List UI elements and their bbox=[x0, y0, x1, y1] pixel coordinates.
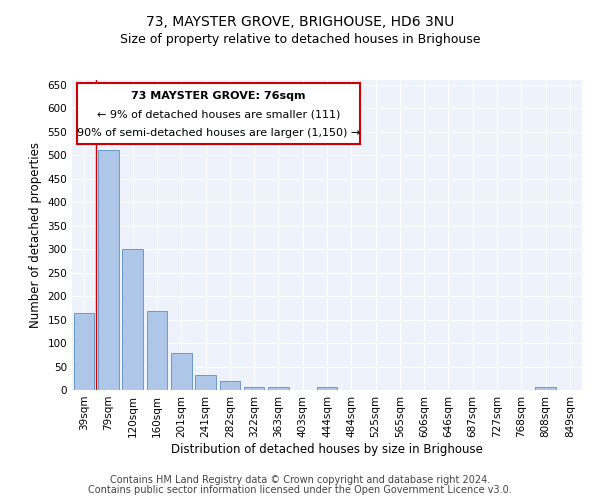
Text: 73, MAYSTER GROVE, BRIGHOUSE, HD6 3NU: 73, MAYSTER GROVE, BRIGHOUSE, HD6 3NU bbox=[146, 15, 454, 29]
Bar bbox=[98, 150, 119, 390]
FancyBboxPatch shape bbox=[77, 83, 360, 144]
Bar bbox=[244, 386, 265, 390]
X-axis label: Distribution of detached houses by size in Brighouse: Distribution of detached houses by size … bbox=[171, 442, 483, 456]
Text: Contains HM Land Registry data © Crown copyright and database right 2024.: Contains HM Land Registry data © Crown c… bbox=[110, 475, 490, 485]
Bar bbox=[171, 354, 191, 390]
Bar bbox=[268, 386, 289, 390]
Bar bbox=[195, 375, 216, 390]
Y-axis label: Number of detached properties: Number of detached properties bbox=[29, 142, 42, 328]
Text: Contains public sector information licensed under the Open Government Licence v3: Contains public sector information licen… bbox=[88, 485, 512, 495]
Bar bbox=[122, 249, 143, 390]
Bar bbox=[74, 312, 94, 390]
Bar bbox=[317, 386, 337, 390]
Bar bbox=[146, 311, 167, 390]
Text: 73 MAYSTER GROVE: 76sqm: 73 MAYSTER GROVE: 76sqm bbox=[131, 92, 306, 102]
Text: 90% of semi-detached houses are larger (1,150) →: 90% of semi-detached houses are larger (… bbox=[77, 128, 360, 138]
Text: ← 9% of detached houses are smaller (111): ← 9% of detached houses are smaller (111… bbox=[97, 110, 340, 120]
Text: Size of property relative to detached houses in Brighouse: Size of property relative to detached ho… bbox=[120, 32, 480, 46]
Bar bbox=[220, 380, 240, 390]
Bar bbox=[535, 386, 556, 390]
